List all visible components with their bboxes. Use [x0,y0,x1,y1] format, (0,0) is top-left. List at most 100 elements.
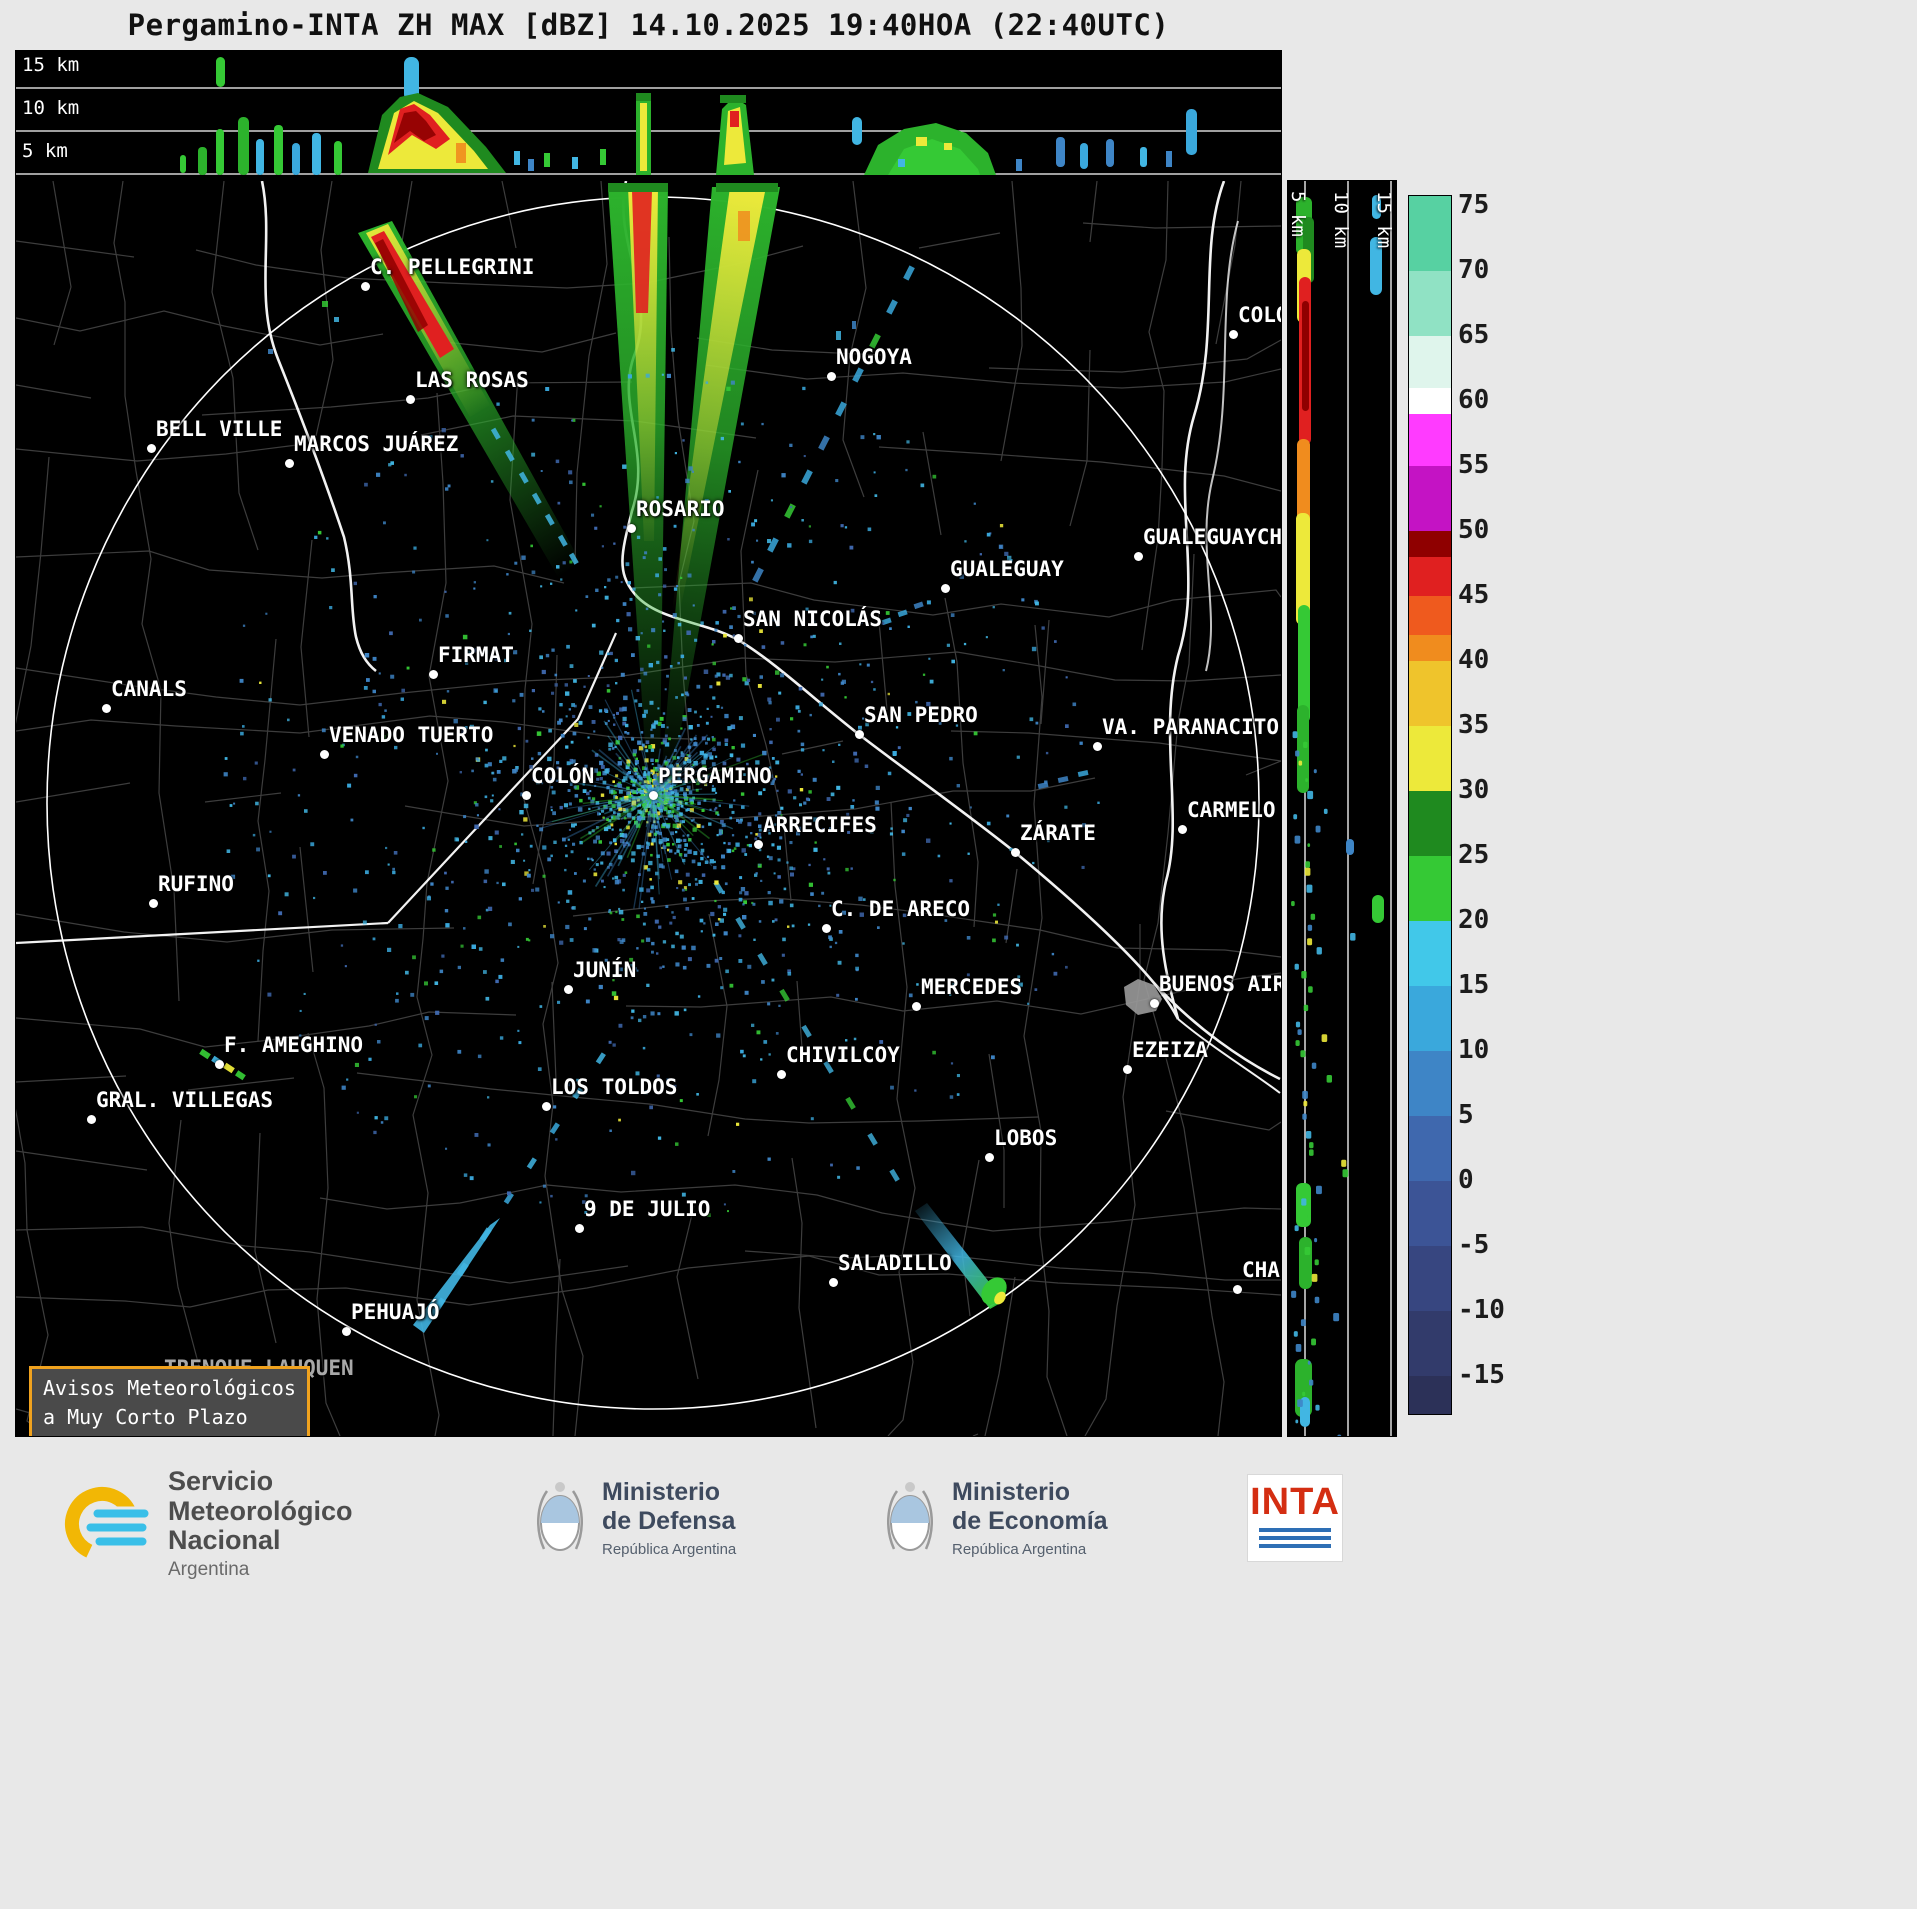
echo-speckle [992,913,997,917]
echo-speckle [299,1009,302,1012]
echo-speckle [465,840,468,843]
echo-speckle [356,1111,359,1114]
echo-speckle [779,899,784,904]
echo-speckle [510,859,515,864]
colorbar-segment [1409,466,1451,531]
echo-speckle [585,999,590,1004]
echo-speckle [653,820,656,823]
echo-speckle [529,765,533,769]
echo-speckle [674,1011,679,1016]
echo-speckle [368,1057,372,1061]
echo-speckle [485,650,489,654]
echo-speckle [525,937,529,941]
echo-speckle [579,840,583,845]
echo-speckle [992,938,996,943]
starburst-line [652,734,698,796]
echo-speckle [754,873,758,877]
echo-speckle [550,582,553,585]
echo-speckle [507,632,510,636]
echo-speckle [649,700,654,705]
echo-speckle [850,608,855,613]
echo-speckle [768,766,772,769]
echo-speckle [614,801,618,804]
city-label: CARMELO [1187,798,1276,822]
echo-speckle [700,621,704,625]
echo-speckle [752,902,756,906]
echo-speckle [704,783,707,786]
echo-speckle [424,981,428,986]
echo-speckle [642,799,645,802]
echo-speckle [619,707,624,712]
echo-speckle [524,871,529,876]
city-dot [941,584,950,593]
echo-speckle [632,806,636,810]
echo-speckle [566,1082,571,1087]
echo-speckle [704,499,709,504]
echo-speckle [656,952,659,955]
echo-speckle [517,1029,520,1032]
echo-speckle [562,837,566,842]
echo-speckle [566,761,571,766]
echo-speckle [412,570,416,574]
echo-speckle [678,853,683,857]
altitude-label: 15 km [1373,191,1395,249]
echo-speckle [864,764,869,768]
echo-speckle [380,1121,384,1124]
echo-speckle [572,1093,576,1097]
echo-speckle [744,853,748,856]
echo-speckle [517,945,520,948]
echo-speckle [641,845,644,848]
city-dot [361,282,370,291]
echo-speckle [617,803,621,807]
echo-speckle [719,918,724,923]
echo-speckle [646,776,651,781]
echo-speckle [556,761,560,765]
echo-speckle [565,854,568,858]
echo-speckle [555,1138,558,1141]
echo-speckle [755,760,760,765]
echo-speckle [724,713,729,719]
echo-speckle [569,758,573,763]
echo-speckle [647,772,650,776]
echo-speckle [656,816,659,819]
echo-speckle [650,748,655,752]
echo-speckle [615,796,619,799]
echo-speckle [1309,1149,1314,1156]
echo-speckle [855,966,859,971]
city-dot [734,634,743,643]
echo-speckle [559,940,564,945]
echo-speckle [593,730,596,733]
echo-speckle [838,930,843,934]
echo-speckle [761,645,766,649]
boundary-line [16,222,1281,289]
echo-speckle [365,870,369,875]
starburst-line [652,794,713,867]
echo-speckle [613,811,616,814]
echo-speckle [604,768,609,774]
echo-speckle [613,716,616,719]
echo-speckle [594,526,598,530]
echo-speckle [622,706,627,712]
echo-speckle [852,799,855,802]
echo-speckle [823,858,826,861]
colorbar-segment [1409,557,1451,596]
echo-speckle [698,780,702,784]
dbz-tick-label: 30 [1458,775,1490,805]
echo-speckle [1307,938,1313,946]
dbz-tick-label: 0 [1458,1165,1474,1195]
echo-speckle [676,849,680,853]
echo-speckle [727,849,732,853]
echo-speckle [659,815,662,818]
echo-speckle [656,802,661,807]
echo-speckle [634,779,638,782]
echo-speckle [761,980,765,984]
echo-speckle [633,780,637,784]
echo-speckle [485,748,488,752]
echo-speckle [688,725,693,730]
echo-speckle [950,1062,954,1065]
echo-speckle [830,792,835,797]
echo-speckle [787,972,792,976]
echo-speckle [666,784,670,788]
starburst-line [607,735,654,796]
echo-speckle [713,865,717,870]
